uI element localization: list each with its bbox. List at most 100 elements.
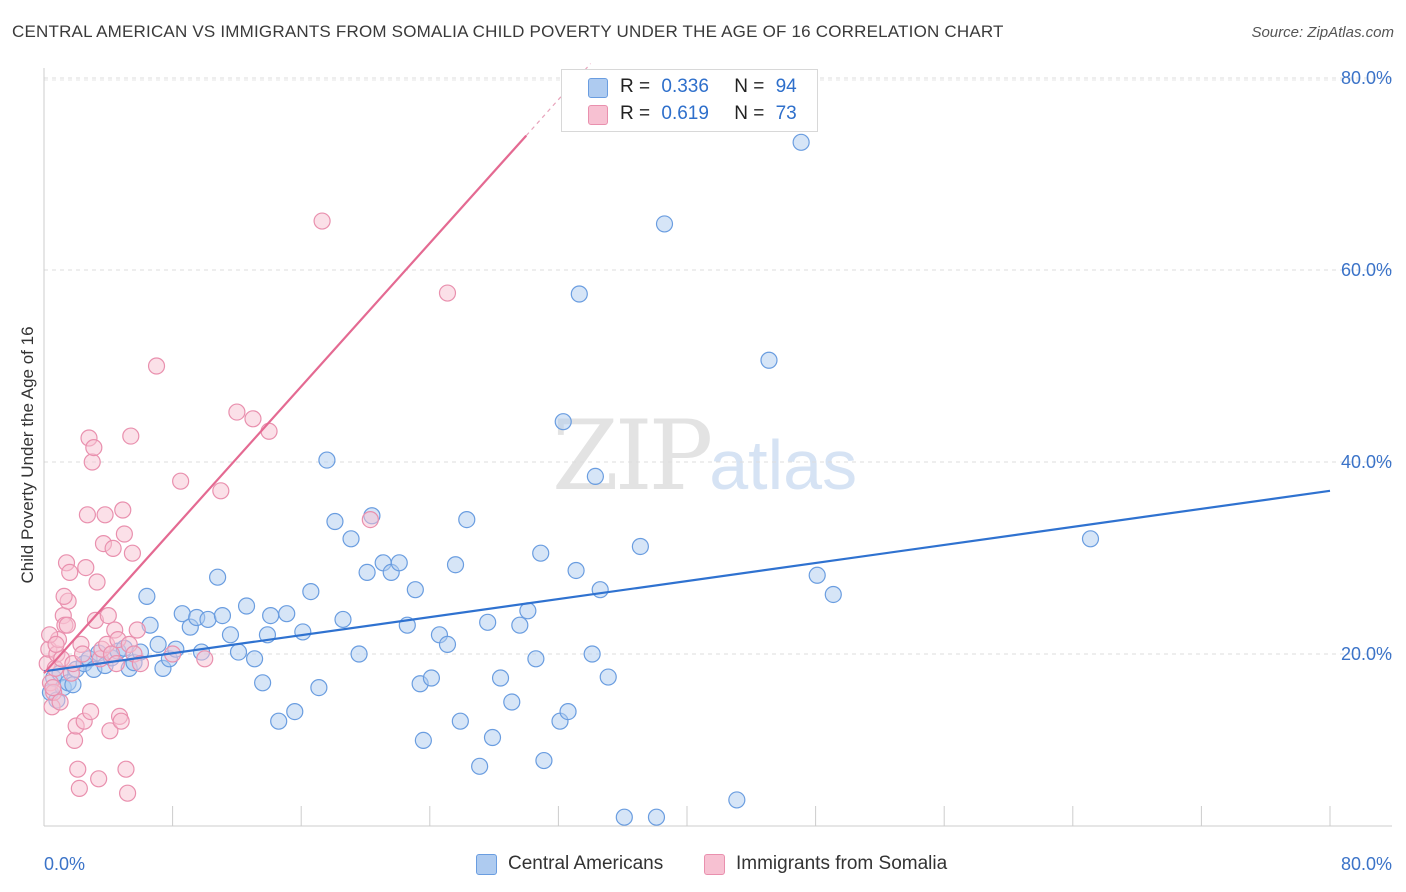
central-american-point bbox=[390, 554, 408, 572]
somalia-point bbox=[361, 510, 379, 529]
central-american-point bbox=[1081, 530, 1100, 548]
somalia-point bbox=[438, 284, 457, 302]
somalia-point bbox=[73, 645, 92, 663]
somalia-point bbox=[83, 453, 101, 471]
somalia-point bbox=[90, 770, 108, 788]
somalia-point bbox=[172, 472, 190, 490]
central-american-point bbox=[583, 645, 601, 663]
central-american-point bbox=[567, 561, 585, 580]
somalia-point bbox=[77, 558, 95, 577]
somalia-point bbox=[117, 760, 135, 778]
central-american-point bbox=[318, 451, 336, 469]
legend-r-value: 0.336 bbox=[661, 76, 709, 97]
central-american-point bbox=[471, 757, 489, 775]
central-american-point bbox=[527, 650, 545, 668]
central-american-point bbox=[532, 544, 550, 562]
central-american-point bbox=[422, 669, 441, 687]
x-tick-label: 80.0% bbox=[1341, 854, 1392, 874]
y-tick-label: 20.0% bbox=[1341, 644, 1392, 664]
legend-swatch-blue bbox=[588, 78, 608, 98]
central-american-point bbox=[479, 613, 497, 631]
watermark-sub: atlas bbox=[709, 426, 858, 504]
source-label: Source: ZipAtlas.com bbox=[1251, 24, 1394, 41]
y-tick-label: 60.0% bbox=[1341, 260, 1392, 280]
central-american-point bbox=[254, 674, 272, 692]
central-american-trend-line bbox=[43, 489, 1331, 673]
central-american-point bbox=[326, 512, 344, 531]
legend-r-label: R = bbox=[620, 103, 651, 124]
central-american-point bbox=[511, 616, 529, 634]
somalia-point bbox=[123, 544, 142, 562]
somalia-point bbox=[99, 606, 117, 625]
central-american-point bbox=[221, 626, 240, 644]
chart-title: CENTRAL AMERICAN VS IMMIGRANTS FROM SOMA… bbox=[12, 22, 1004, 41]
central-american-point bbox=[491, 669, 510, 687]
central-american-point bbox=[406, 581, 424, 599]
central-american-point bbox=[237, 597, 256, 615]
somalia-point bbox=[88, 573, 106, 591]
central-american-point bbox=[350, 645, 368, 663]
somalia-point bbox=[260, 422, 278, 440]
somalia-point bbox=[115, 525, 133, 543]
watermark-main: ZIP bbox=[552, 400, 713, 512]
central-american-point bbox=[294, 623, 312, 641]
somalia-point bbox=[47, 635, 65, 654]
somalia-point bbox=[112, 712, 130, 730]
central-american-point bbox=[262, 606, 280, 625]
central-american-point bbox=[647, 808, 666, 826]
somalia-point bbox=[196, 650, 214, 668]
y-tick-label: 40.0% bbox=[1341, 452, 1392, 472]
somalia-trend-line bbox=[43, 134, 528, 674]
central-american-point bbox=[342, 530, 360, 548]
somalia-point bbox=[244, 410, 262, 428]
somalia-point bbox=[101, 722, 119, 740]
somalia-point bbox=[104, 539, 122, 558]
bottom-legend-label: Central Americans bbox=[508, 853, 664, 874]
central-american-point bbox=[792, 133, 810, 151]
somalia-point bbox=[61, 563, 79, 582]
central-american-point bbox=[728, 791, 746, 809]
correlation-legend: R = 0.336 N = 94 R = 0.619 N = 73 bbox=[561, 69, 818, 132]
central-american-point bbox=[438, 635, 457, 654]
somalia-point bbox=[122, 427, 140, 445]
somalia-point bbox=[44, 678, 62, 697]
central-american-point bbox=[245, 650, 264, 668]
somalia-point bbox=[128, 621, 146, 639]
somalia-point bbox=[70, 779, 88, 798]
somalia-point bbox=[228, 403, 246, 421]
central-american-point bbox=[599, 668, 617, 686]
central-american-point bbox=[586, 467, 604, 485]
central-american-point bbox=[209, 568, 227, 586]
somalia-point bbox=[82, 702, 100, 721]
central-american-point bbox=[286, 702, 304, 721]
legend-r-value: 0.619 bbox=[661, 103, 709, 124]
y-axis-label: Child Poverty Under the Age of 16 bbox=[18, 326, 37, 584]
central-american-point bbox=[631, 537, 649, 556]
central-american-point bbox=[229, 643, 248, 661]
legend-swatch-pink bbox=[588, 105, 608, 125]
central-american-point bbox=[570, 285, 588, 303]
somalia-point bbox=[313, 212, 331, 230]
central-american-point bbox=[458, 510, 476, 529]
legend-n-label: N = bbox=[734, 76, 765, 97]
central-american-point bbox=[655, 215, 674, 233]
central-american-point bbox=[760, 351, 778, 369]
bottom-legend-label: Immigrants from Somalia bbox=[736, 853, 948, 874]
somalia-point bbox=[107, 654, 125, 673]
somalia-point bbox=[96, 506, 114, 524]
zipatlas-watermark: ZIPatlas bbox=[552, 400, 857, 512]
somalia-point bbox=[69, 760, 87, 778]
central-american-point bbox=[302, 582, 320, 601]
central-american-point bbox=[559, 702, 577, 721]
bottom-legend-swatch-pink bbox=[704, 854, 725, 875]
somalia-point bbox=[51, 693, 69, 711]
legend-n-value: 94 bbox=[775, 76, 797, 97]
central-american-point bbox=[199, 610, 217, 629]
somalia-point bbox=[212, 482, 230, 500]
somalia-point bbox=[85, 439, 103, 457]
somalia-point bbox=[55, 587, 73, 606]
legend-n-label: N = bbox=[734, 103, 765, 124]
somalia-point bbox=[78, 506, 97, 524]
central-american-point bbox=[278, 605, 296, 623]
